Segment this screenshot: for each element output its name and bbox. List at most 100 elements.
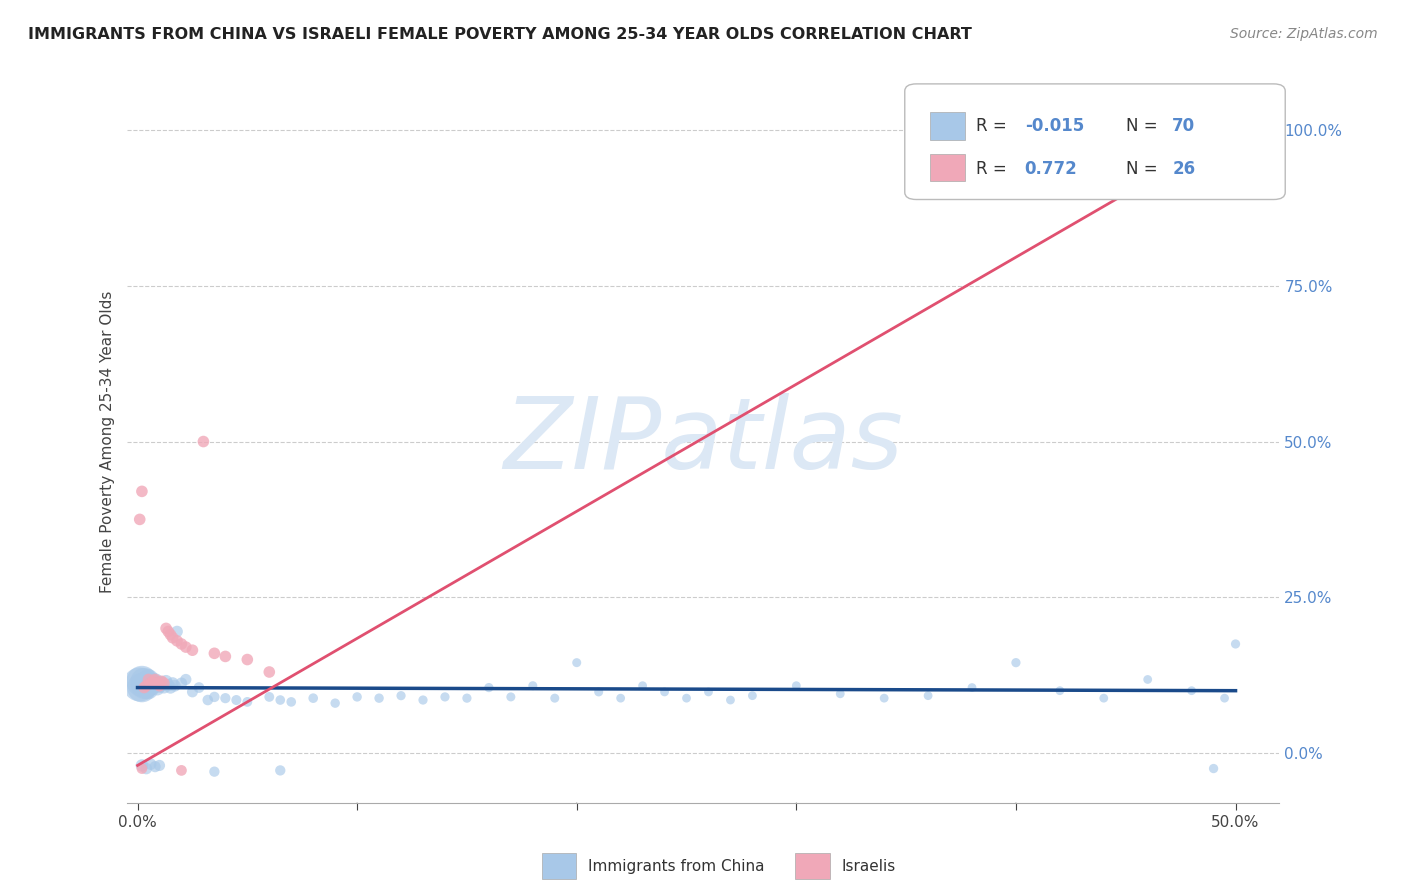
Point	[1225, 637, 1247, 651]
Point	[1202, 762, 1225, 776]
Point	[214, 691, 236, 706]
Point	[269, 764, 291, 778]
Text: Israelis: Israelis	[841, 859, 896, 874]
Point	[162, 676, 184, 690]
Point	[138, 673, 160, 687]
Point	[565, 656, 588, 670]
Point	[588, 685, 610, 699]
Text: Immigrants from China: Immigrants from China	[588, 859, 765, 874]
Point	[720, 693, 742, 707]
Point	[368, 691, 391, 706]
Point	[259, 690, 281, 704]
Point	[631, 679, 654, 693]
Point	[214, 649, 236, 664]
Text: Source: ZipAtlas.com: Source: ZipAtlas.com	[1230, 27, 1378, 41]
Text: 0.772: 0.772	[1025, 161, 1077, 178]
Point	[143, 673, 166, 687]
Point	[174, 640, 197, 654]
Point	[1213, 691, 1236, 706]
Point	[456, 691, 478, 706]
Point	[225, 693, 247, 707]
Point	[155, 621, 177, 635]
Point	[131, 484, 153, 499]
Point	[960, 681, 983, 695]
Point	[873, 691, 896, 706]
FancyBboxPatch shape	[905, 84, 1285, 200]
Point	[139, 678, 162, 692]
Point	[193, 434, 215, 449]
Point	[148, 675, 170, 690]
Point	[236, 652, 259, 666]
Point	[150, 677, 173, 691]
Point	[280, 695, 302, 709]
Point	[654, 685, 676, 699]
Text: 70: 70	[1173, 117, 1195, 135]
Point	[785, 679, 807, 693]
Point	[128, 677, 150, 691]
Text: R =: R =	[976, 161, 1012, 178]
Point	[675, 691, 697, 706]
Point	[202, 646, 225, 660]
Point	[131, 758, 153, 772]
Point	[146, 676, 169, 690]
Text: -0.015: -0.015	[1025, 117, 1084, 135]
Point	[197, 693, 219, 707]
Point	[522, 679, 544, 693]
Point	[132, 674, 155, 689]
Y-axis label: Female Poverty Among 25-34 Year Olds: Female Poverty Among 25-34 Year Olds	[100, 291, 115, 592]
Point	[236, 695, 259, 709]
Point	[157, 678, 180, 692]
FancyBboxPatch shape	[796, 854, 830, 879]
Point	[155, 674, 177, 689]
Point	[148, 758, 170, 772]
Point	[163, 679, 186, 693]
Point	[412, 693, 434, 707]
Point	[181, 685, 204, 699]
Point	[1092, 691, 1115, 706]
Point	[153, 676, 176, 690]
Point	[433, 690, 456, 704]
Point	[302, 691, 325, 706]
Point	[159, 681, 181, 695]
Point	[170, 676, 193, 690]
Point	[544, 691, 567, 706]
Point	[148, 679, 170, 693]
Point	[132, 679, 155, 693]
Text: N =: N =	[1126, 161, 1163, 178]
Point	[1181, 683, 1204, 698]
Point	[174, 673, 197, 687]
Point	[146, 681, 169, 696]
Point	[170, 764, 193, 778]
Point	[389, 689, 412, 703]
Point	[478, 681, 501, 695]
Point	[162, 631, 184, 645]
FancyBboxPatch shape	[931, 112, 965, 140]
Point	[142, 674, 165, 689]
Point	[150, 674, 173, 689]
FancyBboxPatch shape	[541, 854, 576, 879]
Point	[143, 673, 166, 688]
Text: N =: N =	[1126, 117, 1163, 135]
Point	[142, 679, 165, 693]
Point	[131, 674, 153, 689]
Point	[202, 690, 225, 704]
Point	[157, 624, 180, 639]
Point	[135, 676, 157, 690]
Point	[139, 675, 162, 690]
Point	[697, 685, 720, 699]
Point	[1136, 673, 1159, 687]
Point	[166, 624, 188, 639]
Point	[131, 681, 153, 695]
Text: 26: 26	[1173, 161, 1195, 178]
Point	[170, 637, 193, 651]
Point	[148, 679, 170, 693]
Point	[132, 681, 155, 695]
Point	[135, 762, 157, 776]
Point	[917, 689, 939, 703]
Point	[138, 682, 160, 697]
Point	[609, 691, 631, 706]
Point	[346, 690, 368, 704]
Point	[139, 676, 162, 690]
Point	[499, 690, 522, 704]
Point	[138, 673, 160, 687]
